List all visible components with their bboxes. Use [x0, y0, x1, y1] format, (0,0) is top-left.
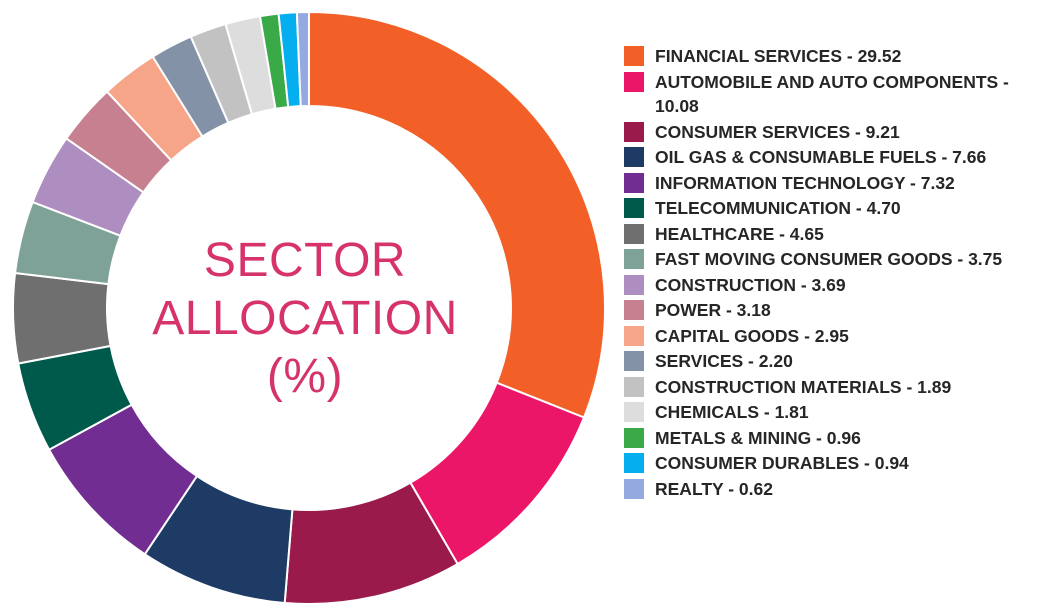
legend-swatch [624, 147, 644, 167]
legend-swatch [624, 376, 644, 397]
legend-swatch [624, 223, 644, 244]
legend-label: HEALTHCARE - 4.65 [655, 223, 824, 244]
legend-label: INFORMATION TECHNOLOGY - 7.32 [655, 172, 955, 193]
legend-item: AUTOMOBILE AND AUTO COMPONENTS - 10.08 [624, 70, 1049, 119]
legend-swatch [624, 249, 644, 269]
legend-label: FINANCIAL SERVICES - 29.52 [655, 46, 902, 66]
legend-label: REALTY - 0.62 [655, 478, 773, 499]
legend-item: REALTY - 0.62 [624, 477, 1049, 502]
legend-label: CHEMICALS - 1.81 [655, 402, 809, 422]
legend-swatch [624, 325, 644, 346]
legend-swatch [624, 453, 644, 473]
legend-item: CHEMICALS - 1.81 [624, 400, 1049, 425]
slice-17 [295, 10, 310, 108]
legend-item: SERVICES - 2.20 [624, 349, 1049, 374]
legend-label: CONSTRUCTION - 3.69 [655, 274, 846, 295]
legend-swatch [624, 46, 644, 66]
legend-label: METALS & MINING - 0.96 [655, 427, 861, 448]
legend-label: CAPITAL GOODS - 2.95 [655, 325, 849, 346]
legend-swatch [624, 71, 644, 92]
legend-item: INFORMATION TECHNOLOGY - 7.32 [624, 171, 1049, 196]
center-title-line-1: SECTOR [203, 234, 407, 287]
legend-label: SERVICES - 2.20 [655, 351, 793, 371]
legend-item: OIL GAS & CONSUMABLE FUELS - 7.66 [624, 145, 1049, 170]
legend-item: METALS & MINING - 0.96 [624, 426, 1049, 451]
legend-label: AUTOMOBILE AND AUTO COMPONENTS - 10.08 [655, 71, 1009, 117]
legend-item: CONSTRUCTION MATERIALS - 1.89 [624, 375, 1049, 400]
legend-item: FAST MOVING CONSUMER GOODS - 3.75 [624, 247, 1049, 272]
legend-swatch [624, 300, 644, 320]
legend-label: TELECOMMUNICATION - 4.70 [655, 198, 901, 218]
legend-item: CONSUMER DURABLES - 0.94 [624, 451, 1049, 476]
chart-legend: FINANCIAL SERVICES - 29.52 AUTOMOBILE AND… [624, 44, 1049, 502]
legend-label: CONSUMER DURABLES - 0.94 [655, 453, 909, 473]
legend-swatch [624, 478, 644, 499]
legend-swatch [624, 198, 644, 218]
legend-label: CONSUMER SERVICES - 9.21 [655, 121, 900, 142]
legend-item: FINANCIAL SERVICES - 29.52 [624, 44, 1049, 69]
legend-swatch [624, 121, 644, 142]
center-title-line-2: ALLOCATION [152, 292, 458, 345]
legend-label: FAST MOVING CONSUMER GOODS - 3.75 [655, 249, 1003, 269]
legend-swatch [624, 172, 644, 193]
slice-1 [308, 10, 607, 419]
legend-item: CONSUMER SERVICES - 9.21 [624, 120, 1049, 145]
chart-center-title: SECTOR ALLOCATION (%) [110, 232, 500, 406]
legend-item: POWER - 3.18 [624, 298, 1049, 323]
legend-label: CONSTRUCTION MATERIALS - 1.89 [655, 376, 952, 397]
legend-item: HEALTHCARE - 4.65 [624, 222, 1049, 247]
center-title-line-3: (%) [266, 350, 344, 403]
legend-swatch [624, 402, 644, 422]
legend-label: POWER - 3.18 [655, 300, 771, 320]
legend-item: CONSTRUCTION - 3.69 [624, 273, 1049, 298]
legend-label: OIL GAS & CONSUMABLE FUELS - 7.66 [655, 147, 987, 167]
legend-swatch [624, 274, 644, 295]
legend-swatch [624, 351, 644, 371]
legend-item: TELECOMMUNICATION - 4.70 [624, 196, 1049, 221]
legend-swatch [624, 427, 644, 448]
legend-item: CAPITAL GOODS - 2.95 [624, 324, 1049, 349]
donut-chart [12, 10, 607, 605]
